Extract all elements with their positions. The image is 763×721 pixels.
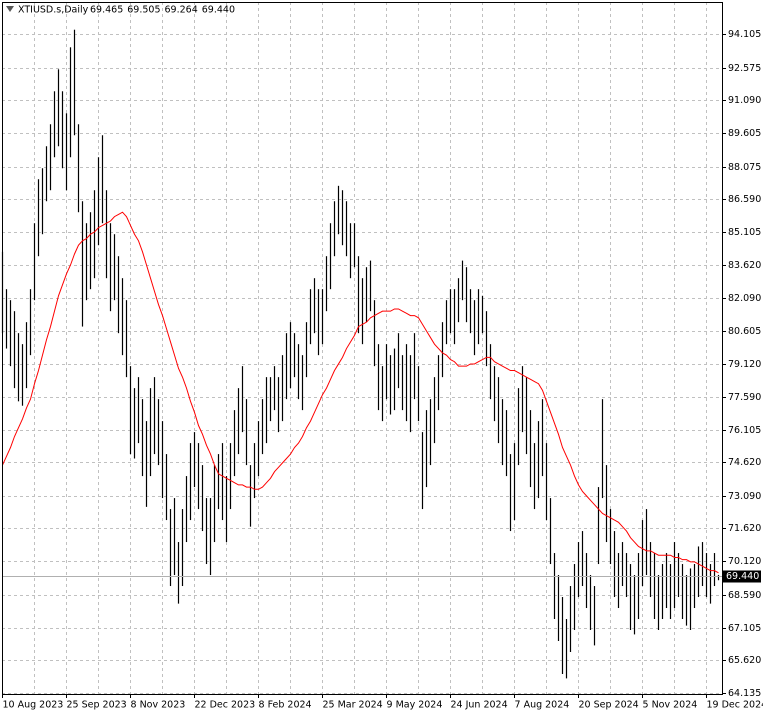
y-tick-label: 67.105 [728, 623, 761, 634]
x-tick-label: 24 Jun 2024 [451, 700, 508, 711]
x-tick-label: 8 Feb 2024 [259, 700, 312, 711]
x-tick-label: 8 Nov 2023 [131, 700, 186, 711]
y-tick-label: 76.105 [728, 425, 761, 436]
y-tick-label: 77.590 [728, 392, 761, 403]
y-tick-label: 92.575 [728, 63, 761, 74]
x-tick-label: 7 Aug 2024 [515, 700, 570, 711]
y-tick-label: 91.090 [728, 95, 761, 106]
y-tick-label: 86.590 [728, 194, 761, 205]
y-tick-label: 85.105 [728, 227, 761, 238]
last-price-label: 69.440 [726, 571, 759, 582]
x-tick-label: 19 Dec 2024 [707, 700, 763, 711]
header-value: 69.264 [165, 5, 198, 16]
x-tick-label: 25 Sep 2023 [67, 700, 127, 711]
y-tick-label: 65.620 [728, 655, 761, 666]
y-tick-label: 88.075 [728, 162, 761, 173]
y-tick-label: 68.590 [728, 590, 761, 601]
y-tick-label: 70.120 [728, 556, 761, 567]
y-tick-label: 74.620 [728, 457, 761, 468]
x-tick-label: 10 Aug 2023 [3, 700, 64, 711]
header-value: 69.505 [127, 5, 160, 16]
y-tick-label: 64.135 [728, 688, 761, 699]
x-tick-label: 25 Mar 2024 [323, 700, 383, 711]
y-tick-label: 82.090 [728, 293, 761, 304]
y-tick-label: 83.620 [728, 260, 761, 271]
y-tick-label: 80.605 [728, 326, 761, 337]
y-tick-label: 71.620 [728, 523, 761, 534]
y-tick-label: 94.105 [728, 29, 761, 40]
x-tick-label: 22 Dec 2023 [195, 700, 256, 711]
header: XTIUSD.s,Daily 69.465 69.505 69.264 69.440 [18, 5, 235, 16]
chart-title: XTIUSD.s,Daily [18, 5, 89, 16]
header-value: 69.440 [202, 5, 235, 16]
y-tick-label: 73.090 [728, 491, 761, 502]
header-value: 69.465 [90, 5, 123, 16]
y-tick-label: 89.605 [728, 128, 761, 139]
x-tick-label: 20 Sep 2024 [579, 700, 639, 711]
x-tick-label: 5 Nov 2024 [643, 700, 698, 711]
y-tick-label: 79.120 [728, 359, 761, 370]
x-tick-label: 9 May 2024 [387, 700, 443, 711]
